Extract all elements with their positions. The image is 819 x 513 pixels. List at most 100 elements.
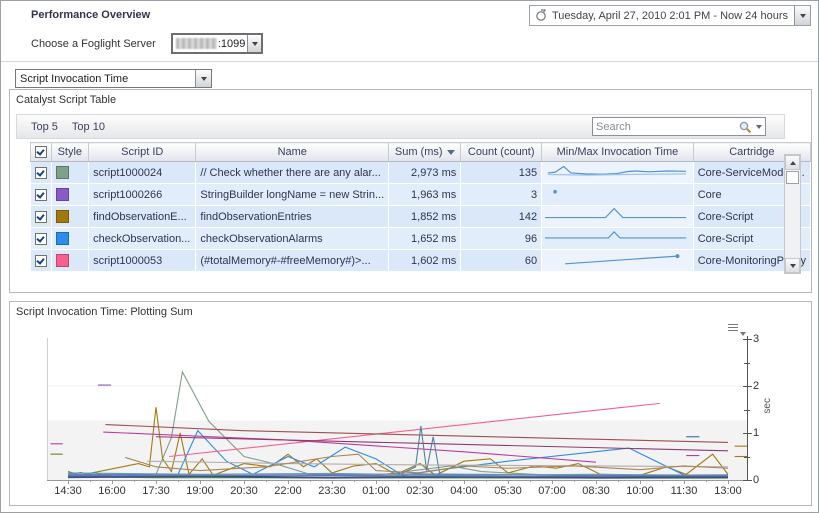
series-other-tan [125, 453, 729, 474]
script-id-cell: checkObservation... [88, 227, 197, 250]
scroll-thumb[interactable] [786, 171, 799, 184]
x-tick-label: 17:30 [142, 485, 170, 497]
row-checkbox[interactable] [34, 188, 47, 201]
y-axis-unit-label: sec [762, 398, 773, 414]
count-cell: 135 [460, 161, 543, 184]
series-other-navy [67, 475, 729, 479]
tab-top-10[interactable]: Top 10 [71, 120, 105, 133]
row-checkbox-cell [30, 249, 52, 272]
x-tick-label: 22:00 [274, 485, 302, 497]
server-dropdown-button[interactable] [247, 35, 261, 52]
style-cell [51, 227, 90, 250]
metric-select[interactable]: Script Invocation Time [15, 69, 212, 88]
table-row[interactable]: checkObservation... checkObservationAlarm… [30, 227, 812, 250]
script-id-cell: script1000024 [88, 161, 197, 184]
minmax-sparkline [547, 165, 687, 176]
column-header-sum-label: Sum (ms) [394, 146, 443, 158]
cartridge-cell: Core-MonitoringPolicy [693, 249, 812, 272]
cartridge-cell: Core-Script [693, 205, 812, 228]
scroll-down-button[interactable] [785, 258, 800, 273]
scroll-up-button[interactable] [785, 155, 800, 170]
count-cell: 142 [460, 205, 543, 228]
count-cell: 96 [460, 227, 543, 250]
column-header-minmax[interactable]: Min/Max Invocation Time [541, 142, 694, 162]
check-icon [36, 147, 45, 156]
style-swatch [55, 188, 69, 201]
x-axis [47, 480, 748, 481]
row-checkbox[interactable] [34, 210, 47, 223]
metric-dropdown-button[interactable] [195, 70, 211, 87]
search-icon[interactable] [738, 120, 752, 134]
metric-select-value: Script Invocation Time [20, 72, 129, 85]
table-toolbar: Top 5 Top 10 [16, 114, 785, 139]
table-row[interactable]: findObservationE... findObservationEntrie… [30, 205, 812, 228]
select-all-checkbox[interactable] [34, 146, 47, 159]
search-input[interactable] [596, 120, 738, 133]
series-script1000053 [169, 402, 660, 458]
time-range-picker[interactable]: Tuesday, April 27, 2010 2:01 PM - Now 24… [528, 5, 811, 26]
cartridge-cell: Core-ServiceModel-... [693, 161, 812, 184]
search-box [592, 117, 766, 136]
tab-top-5[interactable]: Top 5 [31, 120, 58, 133]
x-tick-label: 05:30 [494, 485, 522, 497]
catalyst-script-table-panel: Catalyst Script Table Top 5 Top 10 [9, 89, 812, 293]
x-tick-label: 02:30 [406, 485, 434, 497]
minmax-sparkline-cell [541, 183, 694, 206]
row-checkbox-cell [30, 227, 52, 250]
count-cell: 3 [460, 183, 543, 206]
column-header-sum[interactable]: Sum (ms) [388, 142, 462, 162]
x-tick-label: 11:30 [670, 485, 698, 497]
style-swatch [55, 166, 69, 179]
check-icon [35, 211, 45, 221]
check-icon [35, 233, 45, 243]
chart-options-icon[interactable] [728, 322, 746, 336]
column-header-script-id[interactable]: Script ID [88, 142, 197, 162]
cartridge-cell: Core [693, 183, 812, 206]
sum-cell: 1,602 ms [388, 249, 462, 272]
column-header-cartridge[interactable]: Cartridge [692, 142, 812, 162]
table-scrollbar[interactable] [784, 154, 801, 274]
sum-cell: 1,852 ms [388, 205, 462, 228]
check-icon [35, 189, 45, 199]
row-checkbox[interactable] [34, 166, 47, 179]
header-checkbox-cell [30, 142, 52, 162]
style-cell [51, 205, 90, 228]
count-cell: 60 [460, 249, 543, 272]
table-row[interactable]: script1000024// Check whether there are … [30, 161, 812, 184]
column-header-name[interactable]: Name [195, 142, 390, 162]
script-id-cell: findObservationE... [88, 205, 197, 228]
column-header-count[interactable]: Count (count) [460, 142, 543, 162]
server-select[interactable]: :1099 [171, 33, 263, 54]
row-checkbox[interactable] [34, 232, 47, 245]
row-checkbox-cell [30, 205, 52, 228]
name-cell: findObservationEntries [195, 205, 390, 228]
x-tick-label: 13:00 [714, 485, 742, 497]
series-findObservationEntries [67, 407, 729, 479]
series-other-gray [147, 460, 729, 468]
x-tick-label: 19:00 [186, 485, 214, 497]
separator [1, 61, 818, 62]
series-other-maroon [155, 436, 729, 452]
time-range-dropdown-button[interactable] [794, 6, 810, 25]
minmax-sparkline [545, 231, 687, 239]
time-range-label: Tuesday, April 27, 2010 2:01 PM - Now 24… [551, 9, 788, 22]
check-icon [35, 255, 45, 265]
chevron-down-icon [799, 13, 806, 18]
page-title: Performance Overview [31, 9, 151, 21]
sum-cell: 1,652 ms [388, 227, 462, 250]
catalyst-script-table: Style Script ID Name Sum (ms) Count (cou… [30, 142, 812, 272]
line-chart[interactable] [47, 338, 748, 481]
x-tick-label: 16:00 [98, 485, 126, 497]
search-options-icon[interactable] [756, 124, 762, 129]
row-checkbox[interactable] [34, 254, 47, 267]
cartridge-cell: Core-Script [693, 227, 812, 250]
style-cell [51, 161, 90, 184]
script-id-cell: script1000266 [88, 183, 197, 206]
table-row[interactable]: script1000053 (#totalMemory#-#freeMemory#… [30, 249, 812, 272]
x-tick-label: 14:30 [54, 485, 82, 497]
script-id-cell: script1000053 [88, 249, 197, 272]
table-row[interactable]: script1000266 StringBuilder longName = ne… [30, 183, 812, 206]
x-tick-label: 01:00 [362, 485, 390, 497]
column-header-style[interactable]: Style [50, 142, 90, 162]
